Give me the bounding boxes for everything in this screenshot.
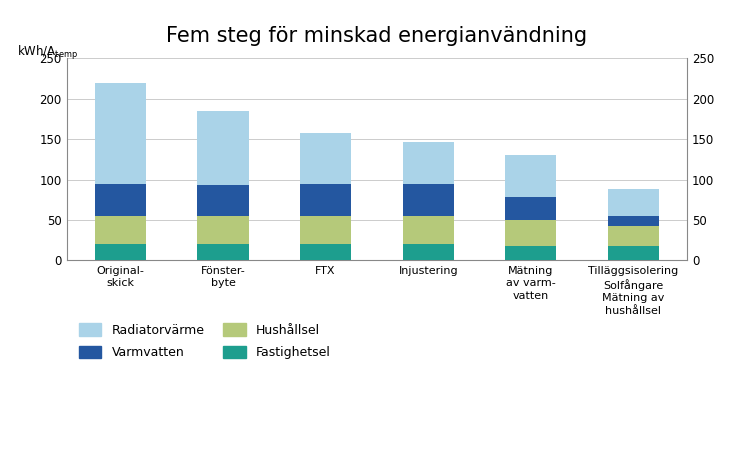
Bar: [300, 184, 351, 216]
Bar: [95, 184, 146, 216]
Bar: [607, 226, 659, 246]
Bar: [197, 111, 248, 185]
Bar: [197, 216, 248, 244]
Text: kWh/A$_\mathregular{temp}$: kWh/A$_\mathregular{temp}$: [17, 44, 78, 62]
Bar: [403, 216, 454, 244]
Bar: [95, 216, 146, 244]
Bar: [607, 246, 659, 260]
Bar: [197, 244, 248, 260]
Bar: [403, 141, 454, 184]
Legend: Radiatorvärme, Varmvatten, Hushållsel, Fastighetsel: Radiatorvärme, Varmvatten, Hushållsel, F…: [79, 323, 330, 359]
Bar: [95, 83, 146, 184]
Bar: [403, 244, 454, 260]
Bar: [505, 198, 556, 220]
Bar: [505, 246, 556, 260]
Title: Fem steg för minskad energianvändning: Fem steg för minskad energianvändning: [166, 26, 588, 46]
Bar: [197, 185, 248, 216]
Bar: [505, 220, 556, 246]
Bar: [95, 244, 146, 260]
Bar: [300, 216, 351, 244]
Bar: [403, 184, 454, 216]
Bar: [300, 133, 351, 184]
Bar: [607, 216, 659, 226]
Bar: [607, 189, 659, 216]
Bar: [300, 244, 351, 260]
Bar: [505, 154, 556, 198]
